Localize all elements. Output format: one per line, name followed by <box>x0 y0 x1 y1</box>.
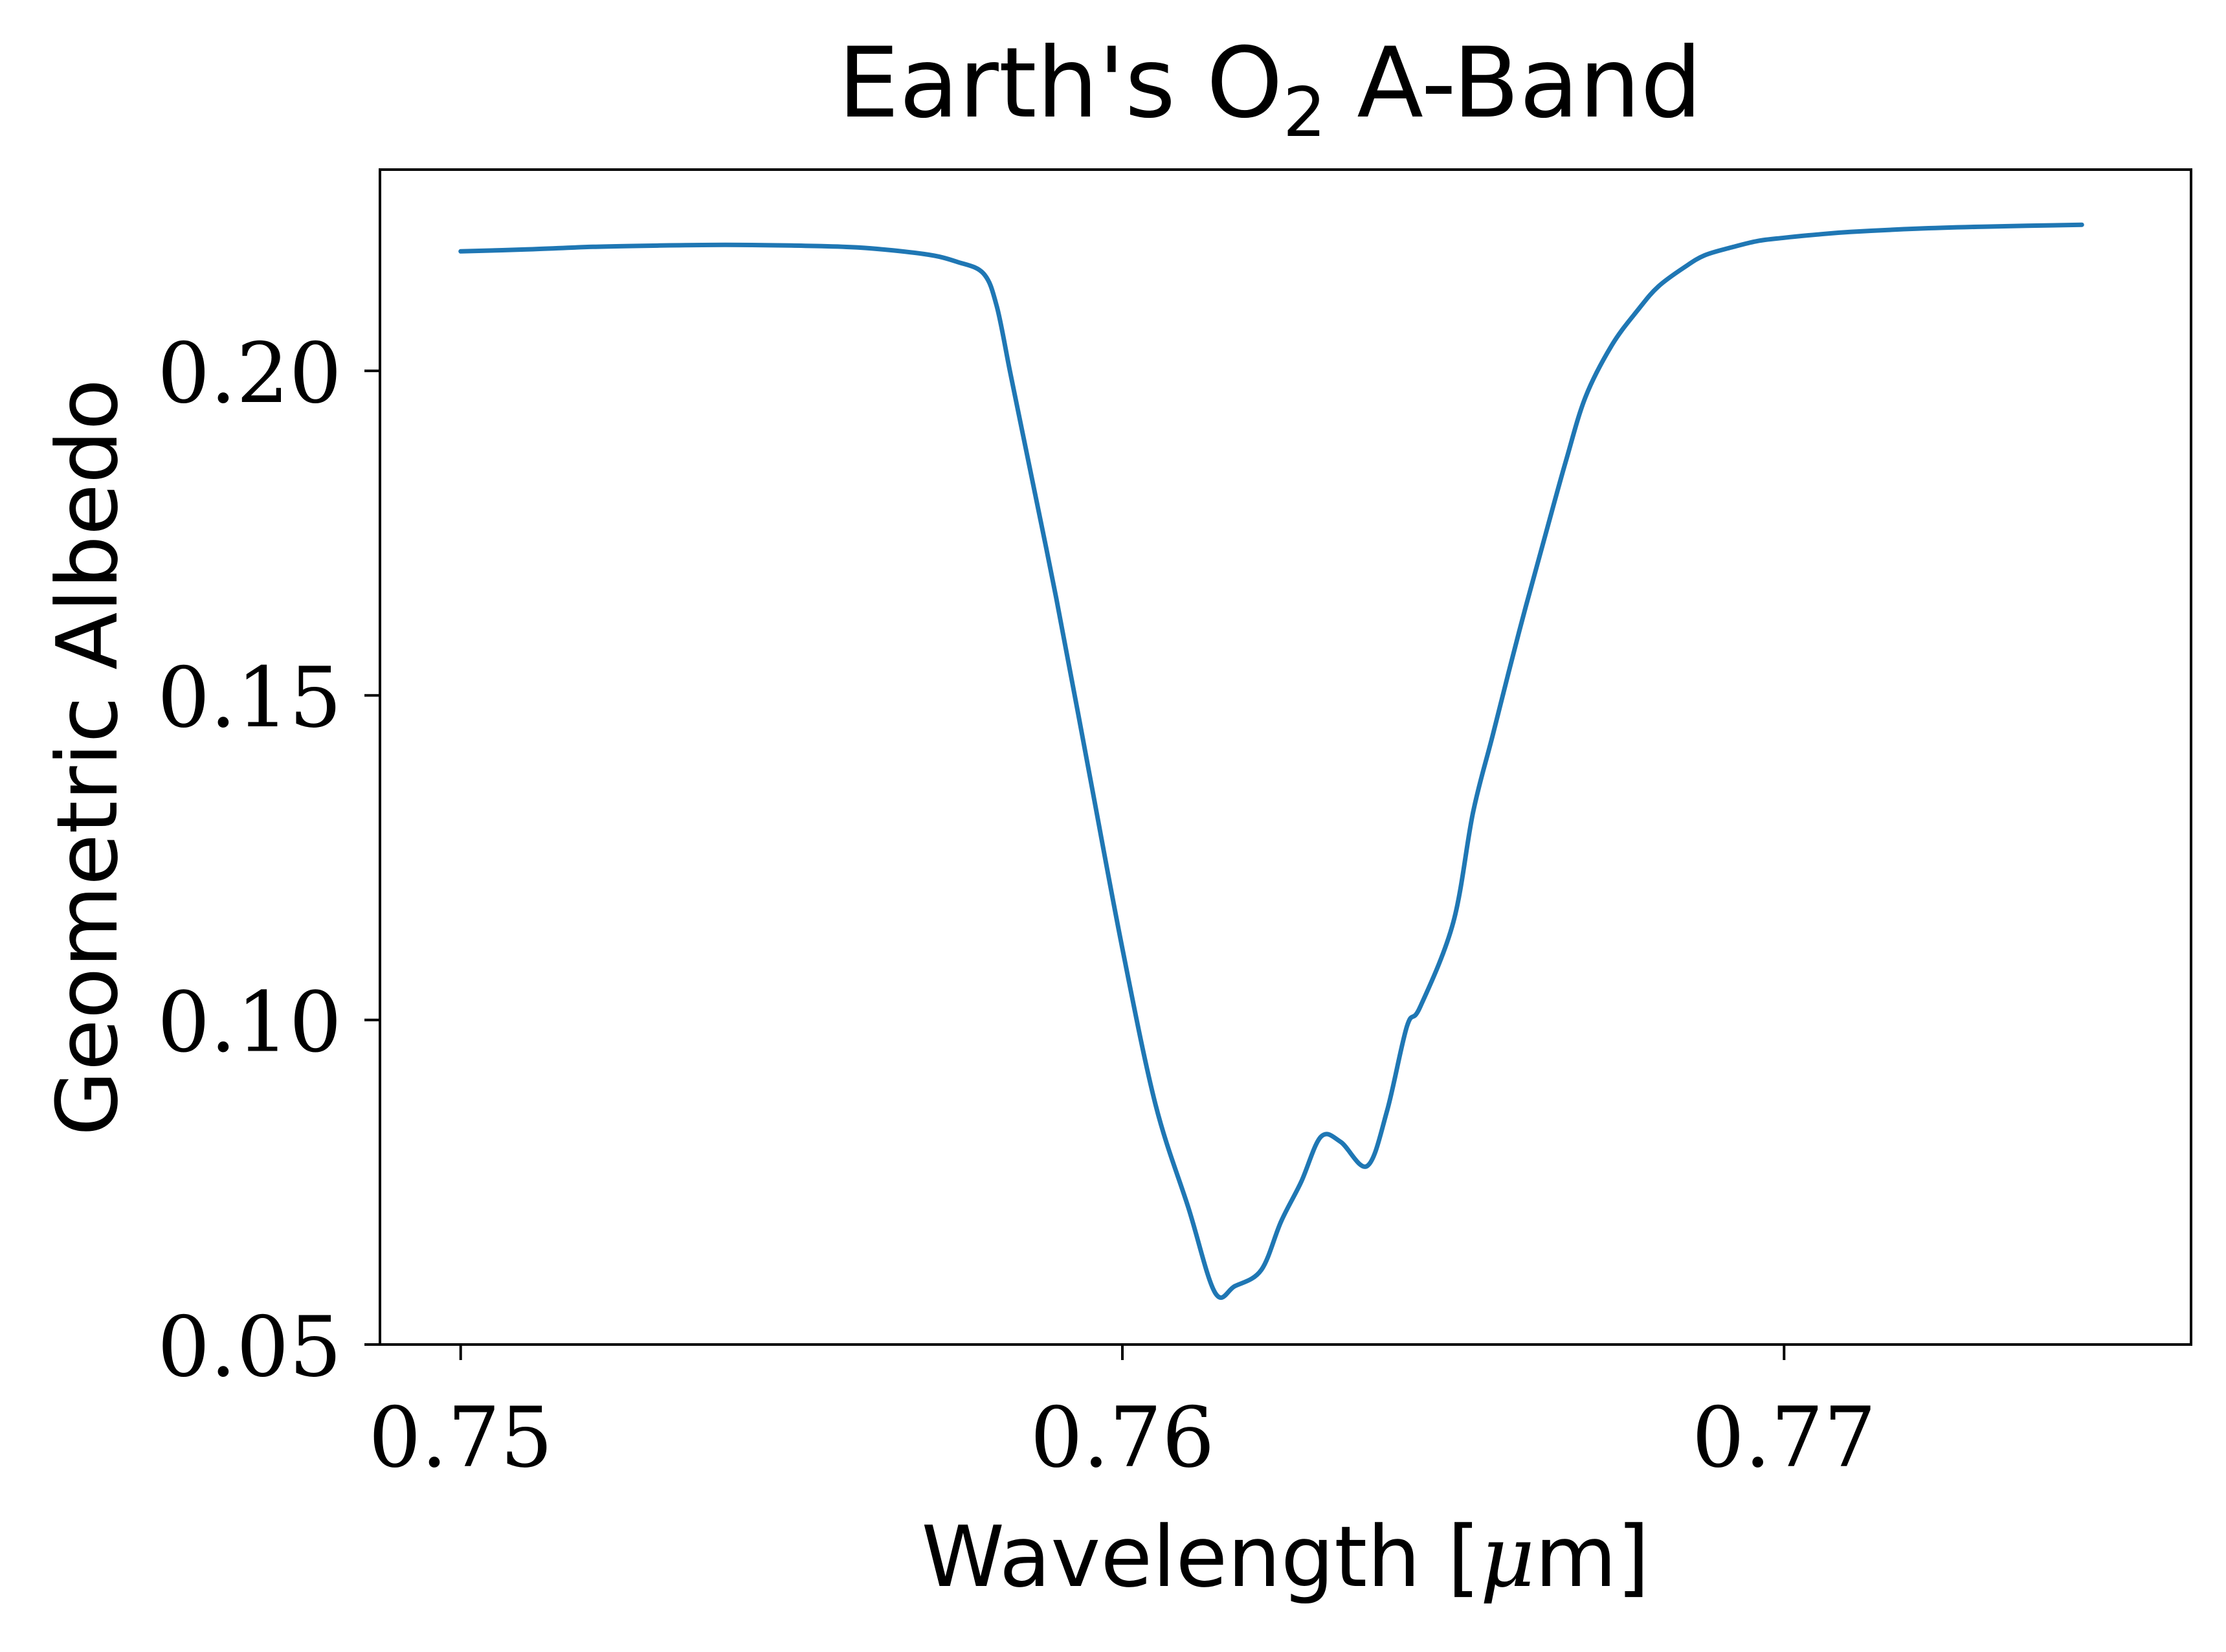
y-tick-label: 0.05 <box>157 1299 342 1396</box>
y-axis-label: Geometric Albedo <box>38 379 137 1136</box>
y-tick-label: 0.15 <box>157 650 342 746</box>
y-tick-label: 0.10 <box>157 975 342 1071</box>
x-tick-label: 0.75 <box>368 1390 553 1486</box>
x-tick-label: 0.76 <box>1030 1390 1215 1486</box>
plot-frame <box>379 168 2192 1346</box>
x-axis-label: Wavelength [μm] <box>921 1508 1649 1606</box>
plot-area <box>379 168 2192 1346</box>
series-line <box>458 222 2084 1300</box>
y-axis: 0.05 0.10 0.15 0.20 <box>157 326 380 1396</box>
x-axis: 0.75 0.76 0.77 <box>368 1345 1876 1486</box>
chart-title: Earth's O2 A-Band <box>838 27 1702 152</box>
x-tick-label: 0.77 <box>1692 1390 1876 1486</box>
y-tick-label: 0.20 <box>157 326 342 422</box>
